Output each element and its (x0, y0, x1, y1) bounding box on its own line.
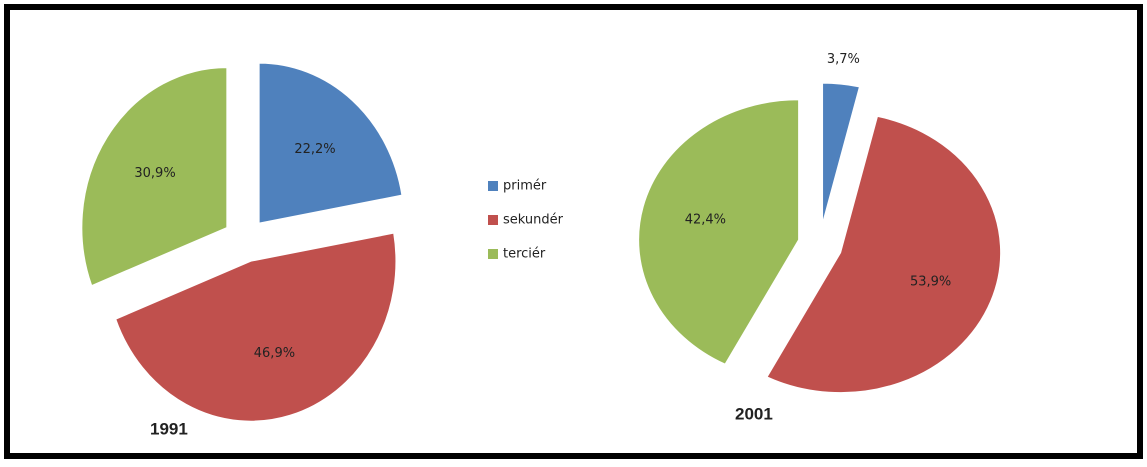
pie-slice (766, 115, 1002, 394)
data-label: 42,4% (685, 212, 726, 227)
pie-slice (822, 82, 861, 224)
pie-slice (115, 232, 397, 422)
data-label: 46,9% (254, 346, 295, 361)
legend-entry: sekundér (503, 213, 564, 228)
data-label: 22,2% (294, 142, 335, 157)
chart-title: 1991 (150, 419, 188, 438)
legend-swatch (488, 215, 498, 225)
pie-slice (258, 62, 403, 224)
pie-slice (638, 99, 800, 365)
data-label: 53,9% (910, 274, 951, 289)
chart-title: 2001 (735, 404, 773, 423)
legend-entry: primér (503, 179, 547, 194)
legend-entry: terciér (503, 247, 546, 262)
legend-swatch (488, 181, 498, 191)
data-label: 3,7% (827, 52, 860, 67)
pie-slice (81, 67, 228, 287)
data-label: 30,9% (134, 166, 175, 181)
legend-swatch (488, 249, 498, 259)
